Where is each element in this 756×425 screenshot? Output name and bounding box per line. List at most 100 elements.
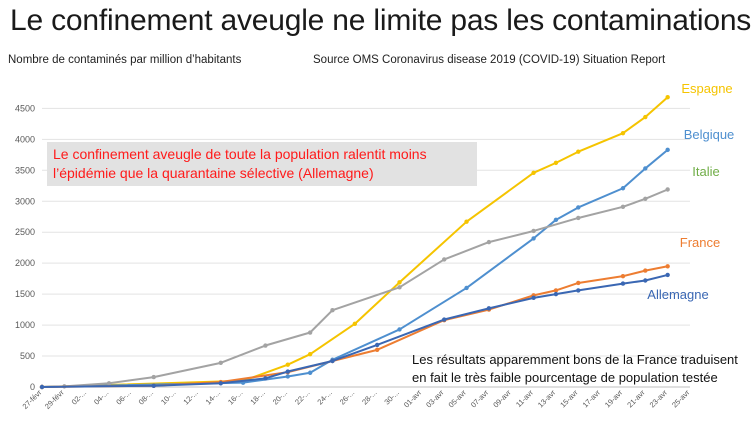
y-tick-label: 1500: [15, 289, 35, 299]
x-tick-label: 04-...: [92, 388, 110, 406]
data-point: [620, 130, 626, 136]
y-axis-description: Nombre de contaminés par million d’habit…: [8, 54, 242, 66]
x-tick-label: 07-avr: [469, 388, 491, 410]
x-tick-label: 15-avr: [558, 388, 580, 410]
data-point: [285, 362, 290, 367]
data-point: [643, 114, 648, 120]
data-point: [531, 170, 536, 175]
data-point: [576, 215, 581, 221]
data-point: [576, 288, 581, 293]
data-point: [397, 327, 402, 332]
y-tick-label: 2500: [15, 227, 35, 237]
data-point: [643, 166, 648, 171]
data-point: [576, 149, 581, 154]
x-tick-label: 05-avr: [447, 388, 469, 410]
x-tick-label: 10-...: [159, 388, 177, 406]
x-tick-label: 23-avr: [648, 388, 670, 410]
data-point: [397, 280, 402, 285]
x-tick-label: 13-avr: [536, 388, 558, 410]
data-point: [665, 95, 670, 100]
x-tick-label: 03-avr: [424, 388, 446, 410]
data-point: [330, 358, 335, 364]
x-tick-label: 25-avr: [670, 388, 692, 410]
x-tick-label: 24-...: [315, 388, 333, 406]
y-tick-label: 3500: [15, 165, 35, 175]
data-point: [263, 376, 268, 381]
data-point: [620, 281, 626, 286]
x-tick-label: 12-...: [181, 388, 199, 406]
data-point: [464, 219, 469, 224]
data-point: [576, 205, 581, 210]
source-note: Source OMS Coronavirus disease 2019 (COV…: [313, 54, 666, 66]
data-point: [330, 308, 335, 313]
x-tick-label: 08-...: [137, 388, 155, 406]
y-tick-label: 3000: [15, 196, 35, 206]
data-point: [553, 217, 559, 223]
annotation-note: Les résultats apparemment bons de la Fra…: [412, 352, 738, 385]
x-tick-label: 17-avr: [581, 388, 603, 410]
series-label-espagne: Espagne: [681, 81, 732, 96]
data-point: [531, 228, 536, 234]
y-tick-label: 1000: [15, 320, 35, 330]
data-point: [665, 272, 670, 278]
data-point: [620, 273, 626, 279]
x-tick-label: 09-avr: [491, 388, 513, 410]
data-point: [553, 288, 559, 293]
data-point: [665, 187, 670, 192]
data-point: [307, 351, 313, 357]
data-point: [285, 374, 290, 379]
data-point: [106, 381, 112, 386]
data-point: [553, 160, 559, 166]
y-tick-label: 4000: [15, 134, 35, 144]
data-point: [352, 321, 358, 327]
data-point: [665, 147, 670, 153]
data-point: [151, 374, 156, 380]
x-tick-label: 02-...: [70, 388, 88, 406]
data-point: [307, 330, 313, 335]
data-point: [263, 343, 268, 348]
data-point: [643, 196, 648, 201]
x-tick-label: 26-...: [338, 388, 356, 406]
series-label-belgique: Belgique: [684, 127, 735, 142]
x-tick-label: 20-...: [271, 388, 289, 406]
data-point: [531, 236, 536, 241]
data-point: [374, 347, 380, 353]
x-tick-label: 18-...: [248, 388, 266, 406]
data-point: [486, 239, 492, 245]
y-tick-label: 4500: [15, 103, 35, 113]
x-tick-label: 29-févr: [43, 388, 66, 411]
series-label-italie: Italie: [692, 164, 719, 179]
data-point: [285, 369, 290, 374]
x-tick-label: 06-...: [114, 388, 132, 406]
callout-box: Le confinement aveugle de toute la popul…: [47, 142, 477, 186]
data-point: [307, 370, 313, 375]
series-label-allemagne: Allemagne: [647, 287, 708, 302]
chart-title: Le confinement aveugle ne limite pas les…: [10, 4, 752, 37]
data-point: [620, 186, 626, 191]
x-tick-label: 14-...: [204, 388, 222, 406]
x-tick-label: 01-avr: [402, 388, 424, 410]
x-tick-label: 28-...: [360, 388, 378, 406]
y-tick-label: 0: [30, 382, 35, 392]
data-point: [39, 384, 45, 390]
data-point: [397, 285, 402, 290]
data-point: [218, 381, 223, 386]
x-tick-label: 30-...: [382, 388, 400, 406]
x-tick-label: 11-avr: [514, 388, 535, 409]
data-point: [442, 257, 447, 262]
data-point: [218, 360, 223, 366]
y-tick-label: 500: [20, 351, 35, 361]
data-point: [553, 291, 559, 297]
data-point: [576, 280, 581, 286]
x-tick-label: 19-avr: [603, 388, 625, 410]
y-tick-label: 2000: [15, 258, 35, 268]
x-tick-label: 16-...: [226, 388, 244, 406]
x-tick-label: 21-avr: [625, 388, 647, 410]
data-point: [374, 342, 380, 348]
data-point: [643, 268, 648, 273]
series-line-espagne: [41, 96, 669, 388]
data-point: [442, 317, 447, 322]
data-point: [531, 295, 536, 301]
data-point: [620, 204, 626, 210]
